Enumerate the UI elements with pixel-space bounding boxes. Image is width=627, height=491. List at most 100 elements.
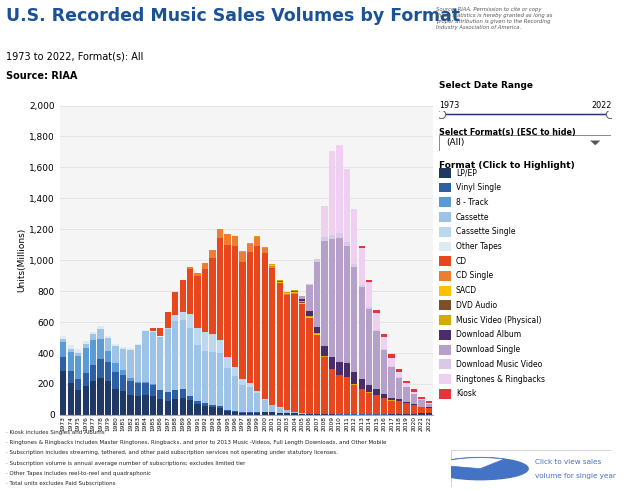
Text: Download Music Video: Download Music Video xyxy=(456,360,542,369)
Bar xyxy=(97,327,104,329)
Bar xyxy=(329,151,335,235)
Text: · Subscription volume is annual average number of subscriptions; excludes limite: · Subscription volume is annual average … xyxy=(6,461,246,465)
Bar xyxy=(307,414,313,415)
Bar xyxy=(164,329,171,392)
Bar xyxy=(254,236,260,237)
Bar xyxy=(403,414,409,415)
Bar xyxy=(105,338,111,351)
Bar xyxy=(254,237,260,246)
Bar xyxy=(112,346,119,363)
Text: · Total units excludes Paid Subscriptions: · Total units excludes Paid Subscription… xyxy=(6,481,116,486)
Bar xyxy=(217,353,223,406)
Text: Source: RIAA. Permission to cite or copy
these statistics is hereby granted as l: Source: RIAA. Permission to cite or copy… xyxy=(436,7,552,30)
Bar xyxy=(127,381,134,395)
Bar xyxy=(426,413,432,415)
Bar xyxy=(202,332,208,351)
Bar xyxy=(60,335,66,339)
Bar xyxy=(232,246,238,367)
Polygon shape xyxy=(590,140,601,145)
Text: Music Video (Physical): Music Video (Physical) xyxy=(456,316,541,325)
Bar xyxy=(403,403,409,414)
Bar xyxy=(299,302,305,304)
Bar xyxy=(307,284,313,285)
Bar xyxy=(68,349,74,352)
Bar xyxy=(60,342,66,357)
Bar xyxy=(374,395,380,414)
Bar xyxy=(359,246,365,248)
Bar xyxy=(187,270,193,314)
Bar xyxy=(314,259,320,262)
Bar xyxy=(187,327,193,396)
Bar xyxy=(142,395,149,415)
Bar xyxy=(269,405,275,412)
Bar xyxy=(187,314,193,327)
Bar xyxy=(105,351,111,362)
Bar xyxy=(127,378,134,381)
Bar xyxy=(90,365,97,381)
Bar xyxy=(329,369,335,414)
Bar xyxy=(396,378,403,399)
Bar xyxy=(68,383,74,415)
Bar xyxy=(403,383,409,387)
Bar xyxy=(90,340,97,365)
Bar xyxy=(187,268,193,270)
Bar xyxy=(366,279,372,282)
Bar xyxy=(403,381,409,383)
Text: CD Single: CD Single xyxy=(456,272,493,280)
Bar xyxy=(97,339,104,359)
Text: 1973: 1973 xyxy=(439,101,459,109)
Bar xyxy=(307,317,313,318)
Bar xyxy=(366,393,372,414)
Bar xyxy=(217,238,223,340)
Bar xyxy=(314,327,320,333)
Bar xyxy=(150,328,156,331)
Bar xyxy=(254,391,260,393)
Bar xyxy=(381,337,387,349)
Bar xyxy=(441,113,608,115)
Bar xyxy=(299,413,305,415)
Bar xyxy=(194,328,201,345)
Bar xyxy=(68,346,74,349)
Bar xyxy=(239,262,246,379)
Bar xyxy=(112,388,119,415)
Bar xyxy=(254,246,260,391)
Bar xyxy=(366,282,372,307)
Bar xyxy=(329,239,335,357)
Bar xyxy=(232,412,238,415)
Bar xyxy=(321,206,328,237)
Text: Source: RIAA: Source: RIAA xyxy=(6,71,78,81)
Bar xyxy=(135,345,141,382)
Bar xyxy=(396,372,403,377)
Bar xyxy=(388,357,395,366)
Text: · Ringtones & Ringbacks includes Master Ringtones, Ringbacks, and prior to 2013 : · Ringtones & Ringbacks includes Master … xyxy=(6,440,387,445)
Bar xyxy=(150,331,156,332)
Bar xyxy=(359,248,365,285)
Bar xyxy=(142,383,149,395)
Bar xyxy=(314,334,320,335)
Text: CD: CD xyxy=(456,257,467,266)
Wedge shape xyxy=(435,458,504,468)
Bar xyxy=(90,331,97,334)
Bar xyxy=(359,379,365,388)
Bar xyxy=(411,413,417,415)
Bar xyxy=(127,350,134,378)
Bar xyxy=(374,331,380,389)
Bar xyxy=(232,376,238,411)
Bar xyxy=(261,412,268,415)
Bar xyxy=(284,292,290,293)
Bar xyxy=(359,287,365,379)
Bar xyxy=(60,357,66,371)
Bar xyxy=(120,391,126,415)
Bar xyxy=(209,258,216,334)
Bar xyxy=(396,399,403,401)
Bar xyxy=(388,398,395,400)
Bar xyxy=(336,375,342,414)
Bar xyxy=(179,321,186,389)
Bar xyxy=(224,245,231,357)
Text: Format (Click to Highlight): Format (Click to Highlight) xyxy=(439,161,575,170)
Bar xyxy=(269,264,275,265)
Bar xyxy=(307,318,313,413)
Bar xyxy=(157,400,164,415)
Bar xyxy=(142,382,149,383)
Bar xyxy=(202,351,208,403)
